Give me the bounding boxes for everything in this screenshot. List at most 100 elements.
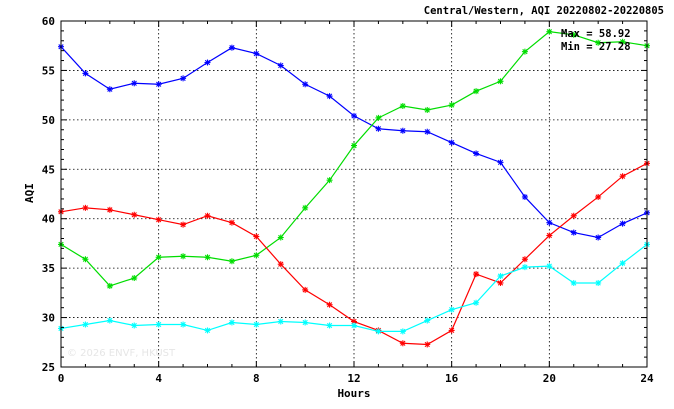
data-point-marker [228, 319, 235, 326]
data-point-marker [82, 70, 89, 77]
data-point-marker [180, 253, 187, 260]
data-point-marker [546, 263, 553, 270]
data-point-marker [253, 233, 260, 240]
data-point-marker [570, 229, 577, 236]
y-tick-label: 30 [42, 312, 55, 325]
x-tick-label: 12 [347, 372, 360, 385]
data-point-marker [82, 256, 89, 263]
data-point-marker [180, 221, 187, 228]
data-point-marker [595, 193, 602, 200]
data-point-marker [448, 102, 455, 109]
y-tick-label: 50 [42, 114, 55, 127]
data-point-marker [399, 340, 406, 347]
data-point-marker [302, 81, 309, 88]
data-point-marker [277, 318, 284, 325]
data-point-marker [497, 159, 504, 166]
series-0 [58, 43, 650, 241]
y-tick-label: 55 [42, 64, 55, 77]
data-point-marker [180, 75, 187, 82]
data-point-marker [204, 212, 211, 219]
data-point-marker [326, 322, 333, 329]
data-point-marker [473, 150, 480, 157]
data-point-marker [155, 321, 162, 328]
data-point-marker [302, 286, 309, 293]
chart-title: Central/Western, AQI 20220802-20220805 [424, 5, 664, 17]
data-point-marker [277, 234, 284, 241]
y-tick-label: 25 [42, 361, 55, 374]
data-point-marker [497, 78, 504, 85]
data-point-marker [521, 48, 528, 55]
data-point-marker [277, 62, 284, 69]
x-tick-label: 0 [58, 372, 65, 385]
data-point-marker [351, 112, 357, 119]
series-1 [58, 28, 650, 289]
data-point-marker [375, 328, 382, 335]
data-point-marker [399, 328, 406, 335]
data-point-marker [302, 204, 309, 211]
data-point-marker [570, 212, 577, 219]
data-point-marker [375, 114, 382, 121]
x-tick-label: 4 [155, 372, 162, 385]
data-point-marker [155, 254, 162, 261]
data-point-marker [253, 321, 260, 328]
data-point-marker [448, 327, 455, 334]
data-point-marker [106, 317, 113, 324]
data-point-marker [473, 271, 480, 278]
y-tick-label: 60 [42, 15, 55, 28]
data-point-marker [424, 317, 431, 324]
series-3 [58, 241, 650, 335]
data-point-marker [448, 306, 455, 313]
data-point-marker [399, 127, 406, 134]
data-point-marker [155, 81, 162, 88]
data-point-marker [351, 142, 357, 149]
x-tick-label: 8 [253, 372, 260, 385]
data-point-marker [570, 31, 577, 38]
data-point-marker [595, 279, 602, 286]
data-point-marker [546, 219, 553, 226]
grid-lines [61, 21, 647, 367]
series-2 [58, 160, 650, 348]
data-point-marker [595, 39, 602, 46]
data-point-marker [619, 173, 626, 180]
data-point-marker [473, 88, 480, 95]
data-point-marker [204, 59, 211, 66]
data-point-marker [131, 275, 138, 282]
data-point-marker [106, 206, 113, 213]
data-point-marker [131, 322, 138, 329]
data-point-marker [570, 279, 577, 286]
data-point-marker [619, 38, 626, 45]
x-tick-label: 20 [543, 372, 556, 385]
series-layer [58, 28, 650, 348]
y-tick-label: 35 [42, 262, 55, 275]
data-point-marker [448, 139, 455, 146]
x-tick-label: 24 [640, 372, 654, 385]
data-point-marker [228, 44, 235, 51]
data-point-marker [473, 299, 480, 306]
data-point-marker [399, 103, 406, 110]
min-annotation: Min = 27.28 [561, 41, 631, 53]
data-point-marker [204, 254, 211, 261]
axis-ticks: 0 4 8 12 16 20 24 25 30 35 40 45 50 55 60 [42, 15, 654, 385]
x-tick-label: 16 [445, 372, 459, 385]
data-point-marker [424, 128, 431, 135]
data-point-marker [82, 204, 89, 211]
y-axis-title: AQI [23, 183, 36, 203]
data-point-marker [497, 279, 504, 286]
data-point-marker [326, 301, 333, 308]
data-point-marker [424, 106, 431, 113]
data-point-marker [521, 193, 528, 200]
data-point-marker [619, 260, 626, 267]
data-point-marker [375, 125, 382, 132]
data-point-marker [351, 322, 357, 329]
y-tick-label: 45 [42, 163, 55, 176]
data-point-marker [253, 50, 260, 57]
data-point-marker [82, 321, 89, 328]
data-point-marker [619, 220, 626, 227]
y-tick-label: 40 [42, 213, 55, 226]
watermark: © 2026 ENVF, HKUST [67, 348, 176, 359]
data-point-marker [253, 252, 260, 259]
x-axis-title: Hours [337, 387, 370, 400]
data-point-marker [277, 261, 284, 268]
data-point-marker [131, 80, 138, 87]
